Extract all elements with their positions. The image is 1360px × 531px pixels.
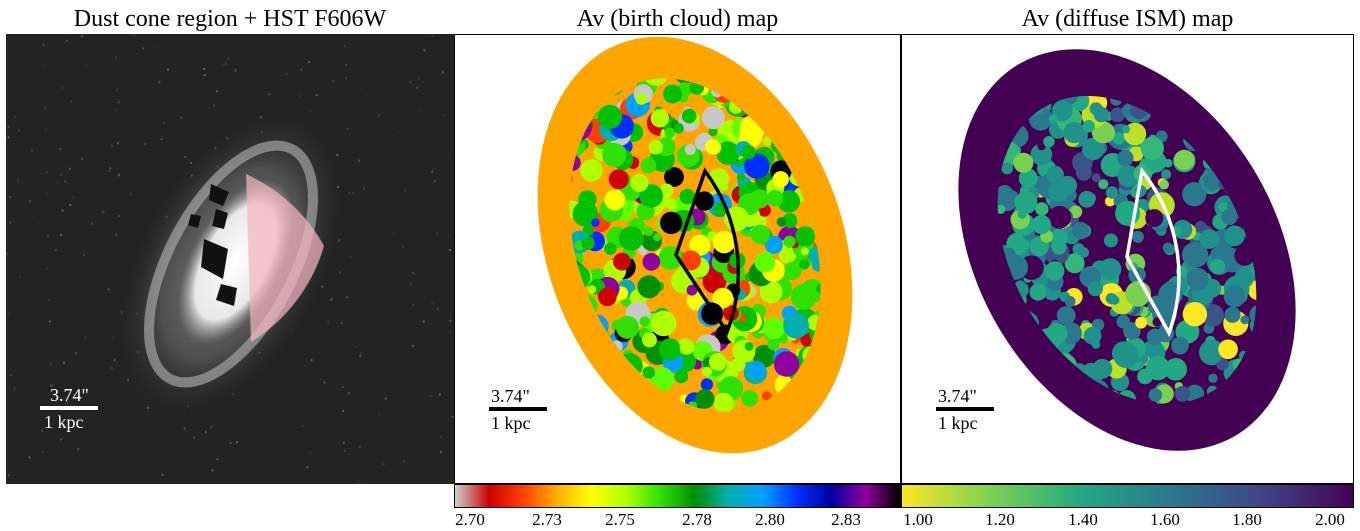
scale-arcsec-label: 3.74" xyxy=(50,385,89,405)
colorbar-birth-cloud xyxy=(454,484,901,508)
scale-bar-line xyxy=(489,407,547,411)
diffuse-ism-map xyxy=(958,49,1296,451)
scale-bar-hst: 3.74" 1 kpc xyxy=(40,386,98,431)
tick-diffuse-ism: 1.80 xyxy=(1232,510,1262,529)
tick-diffuse-ism: 1.00 xyxy=(903,510,933,529)
tick-birth-cloud: 2.70 xyxy=(455,510,485,529)
scale-kpc-label: 1 kpc xyxy=(44,412,84,432)
scale-arcsec-label: 3.74" xyxy=(491,386,530,406)
scale-arcsec-label: 3.74" xyxy=(938,386,977,406)
hst-image xyxy=(6,34,454,483)
tick-birth-cloud: 2.75 xyxy=(605,510,635,529)
scale-bar-diffuse-ism: 3.74" 1 kpc xyxy=(936,387,994,432)
scale-bar-line xyxy=(40,406,98,410)
tick-diffuse-ism: 1.60 xyxy=(1150,510,1180,529)
cone-outline-diffuse-ism xyxy=(1125,166,1181,338)
scale-kpc-label: 1 kpc xyxy=(938,413,978,433)
tick-birth-cloud: 2.73 xyxy=(532,510,562,529)
cone-region-overlay xyxy=(246,174,324,342)
hst-image-panel: 3.74" 1 kpc xyxy=(6,34,454,484)
tick-diffuse-ism: 2.00 xyxy=(1315,510,1345,529)
scale-bar-line xyxy=(936,407,994,411)
birth-cloud-map xyxy=(537,36,853,454)
tick-birth-cloud: 2.83 xyxy=(831,510,861,529)
tick-birth-cloud: 2.78 xyxy=(682,510,712,529)
panel-title-diffuse-ism: Av (diffuse ISM) map xyxy=(1021,6,1234,32)
tick-diffuse-ism: 1.40 xyxy=(1068,510,1098,529)
scale-kpc-label: 1 kpc xyxy=(491,413,531,433)
tick-birth-cloud: 2.80 xyxy=(755,510,785,529)
scale-bar-birth-cloud: 3.74" 1 kpc xyxy=(489,387,547,432)
birth-cloud-map-panel: 3.74" 1 kpc xyxy=(454,34,901,484)
colorbar-diffuse-ism xyxy=(901,484,1354,508)
diffuse-ism-map-panel: 3.74" 1 kpc xyxy=(901,34,1354,484)
panel-title-birth-cloud: Av (birth cloud) map xyxy=(576,6,779,32)
panel-title-hst: Dust cone region + HST F606W xyxy=(73,6,387,32)
tick-diffuse-ism: 1.20 xyxy=(985,510,1015,529)
cone-outline-birth-cloud xyxy=(674,167,741,336)
